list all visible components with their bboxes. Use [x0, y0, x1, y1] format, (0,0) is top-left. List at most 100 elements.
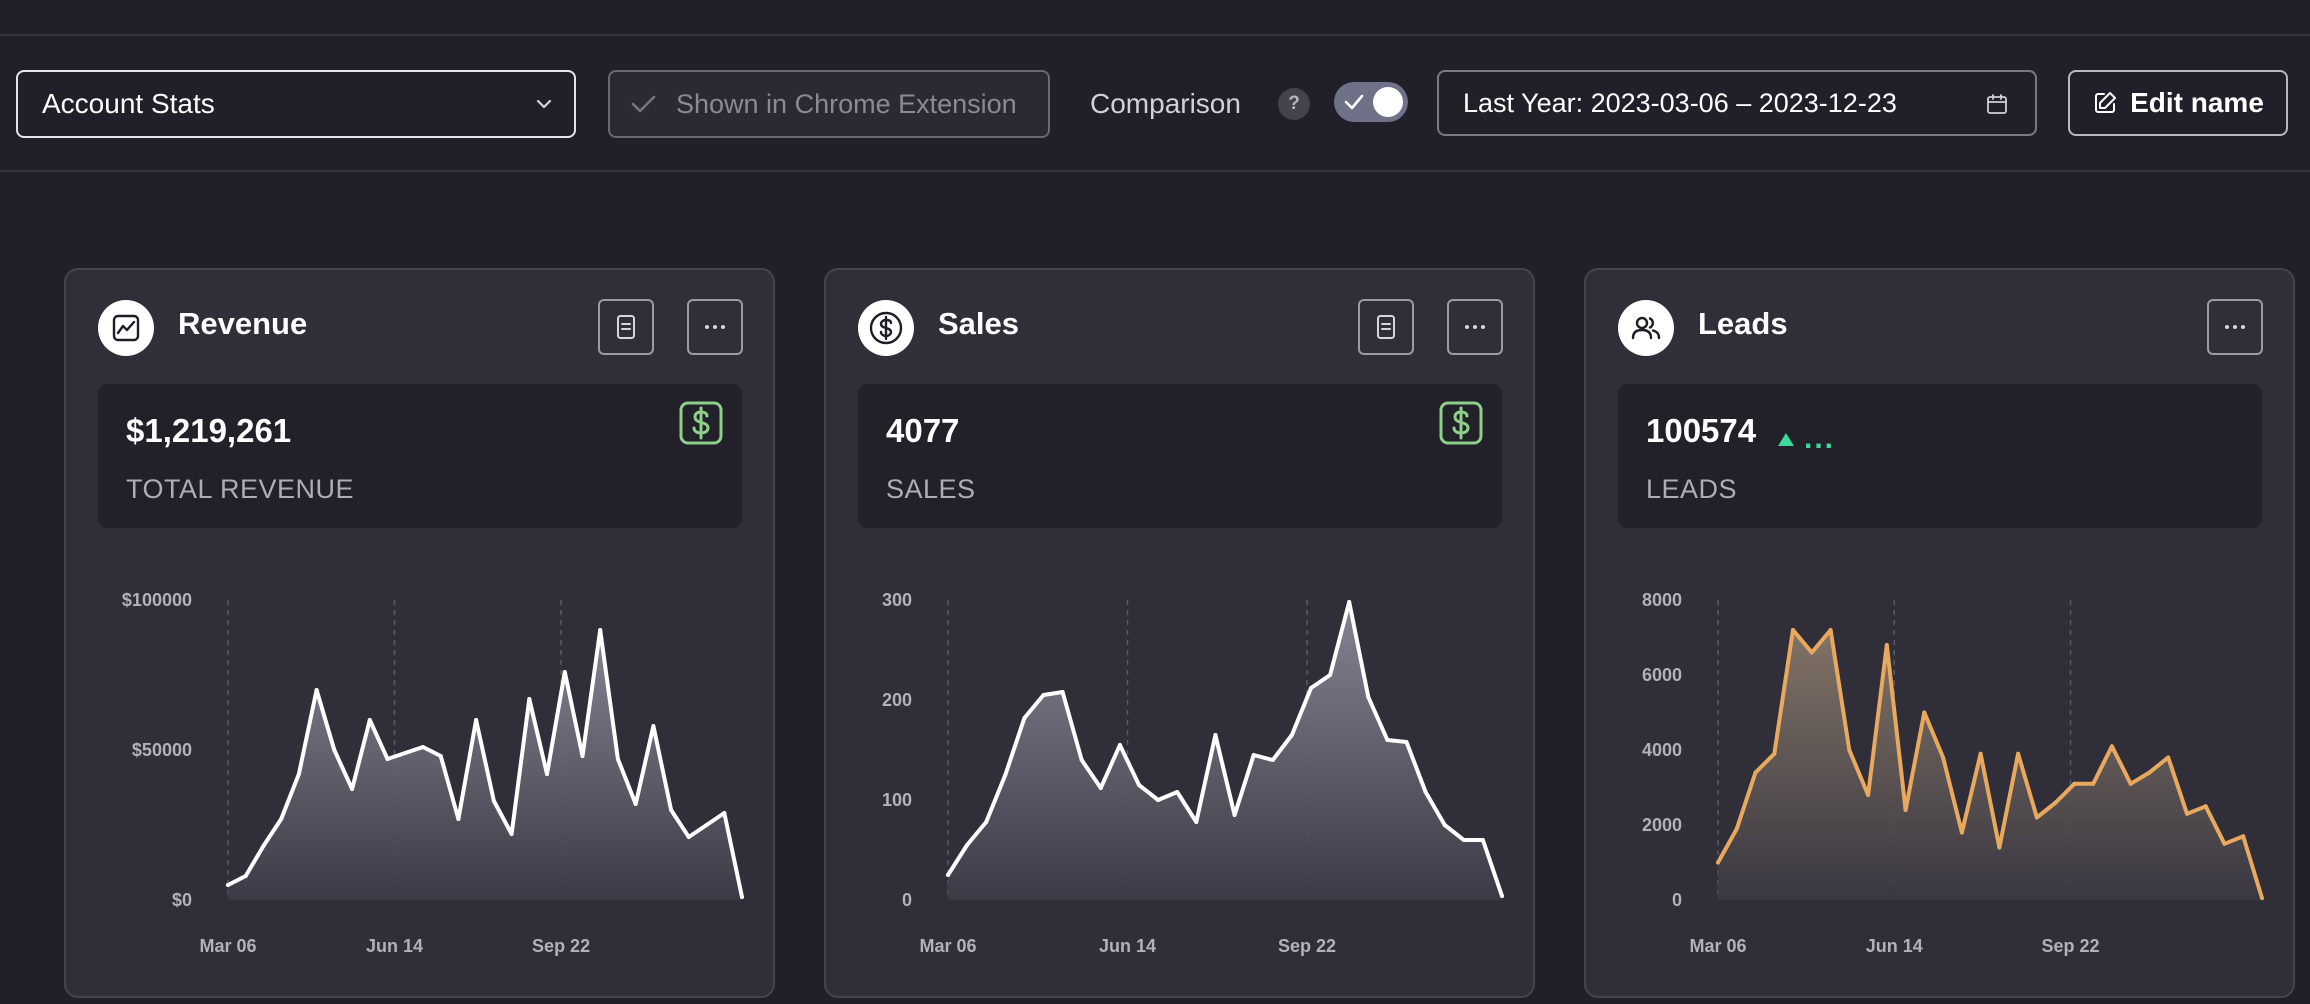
data-point: [261, 844, 266, 848]
data-point: [633, 802, 638, 806]
card-title: Revenue: [178, 306, 308, 341]
y-tick-label: $100000: [122, 590, 192, 610]
data-point: [722, 811, 727, 815]
help-icon[interactable]: ?: [1278, 88, 1310, 120]
notes-button[interactable]: [1358, 299, 1414, 355]
toggle-check-icon: [1344, 94, 1364, 110]
data-point: [2053, 800, 2058, 805]
data-point: [1098, 786, 1103, 790]
stat-box: $1,219,261 TOTAL REVENUE: [98, 384, 742, 528]
x-tick-label: Mar 06: [199, 936, 256, 956]
card-title: Leads: [1698, 306, 1788, 341]
data-point: [1404, 740, 1409, 744]
data-point: [1941, 755, 1946, 760]
data-point: [1022, 716, 1027, 720]
data-point: [562, 670, 567, 674]
chrome-extension-button[interactable]: Shown in Chrome Extension: [608, 70, 1050, 138]
data-point: [740, 895, 744, 899]
calendar-icon: [1987, 94, 2007, 114]
x-tick-label: Sep 22: [2041, 936, 2099, 956]
data-point: [686, 835, 691, 839]
data-point: [1328, 673, 1333, 677]
data-point: [332, 748, 337, 752]
data-point: [226, 883, 230, 887]
top-header-strip: [0, 0, 2310, 36]
more-horizontal-icon: [705, 325, 725, 329]
edit-icon: [2095, 92, 2117, 113]
data-point: [2184, 811, 2189, 816]
dashboard-toolbar: Account Stats Shown in Chrome Extension …: [0, 36, 2310, 172]
y-tick-label: 8000: [1642, 590, 1682, 610]
data-point: [2203, 804, 2208, 809]
more-options-button[interactable]: [687, 299, 743, 355]
stat-value: $1,219,261: [126, 412, 292, 449]
stat-value: 100574: [1646, 412, 1757, 449]
revenue-chart: Mar 06 Jun 14 Sep 22 $100000 $50000 $0: [122, 590, 744, 956]
x-tick-label: Mar 06: [919, 936, 976, 956]
comparison-toggle[interactable]: [1334, 82, 1408, 122]
data-point: [1884, 643, 1889, 647]
data-point: [1716, 860, 1720, 865]
y-tick-label: 100: [882, 790, 912, 810]
chart-trend-icon: [98, 300, 154, 356]
data-point: [1308, 686, 1313, 690]
data-point: [1251, 753, 1256, 757]
more-options-button[interactable]: [2207, 299, 2263, 355]
dashboard-select[interactable]: Account Stats: [16, 70, 576, 138]
data-point: [279, 817, 284, 821]
data-point: [1903, 808, 1908, 812]
data-point: [2034, 815, 2039, 820]
data-point: [243, 874, 248, 878]
date-range-picker[interactable]: Last Year: 2023-03-06 – 2023-12-23: [1437, 70, 2037, 136]
edit-name-label: Edit name: [2130, 87, 2264, 118]
data-point: [1791, 628, 1796, 632]
data-point: [1117, 743, 1122, 747]
series-area: [948, 602, 1502, 900]
data-point: [1289, 733, 1294, 737]
chrome-extension-label: Shown in Chrome Extension: [676, 88, 1017, 119]
data-point: [651, 724, 656, 728]
data-point: [1809, 650, 1814, 655]
notes-button[interactable]: [598, 299, 654, 355]
more-options-button[interactable]: [1447, 299, 1503, 355]
data-point: [350, 787, 355, 791]
data-point: [1060, 690, 1065, 694]
data-point: [984, 820, 989, 824]
stat-box: 4077 SALES: [858, 384, 1502, 528]
series-area: [1718, 630, 2262, 900]
data-point: [1500, 894, 1504, 898]
data-point: [420, 745, 425, 749]
revenue-card: Revenue $1,219,261 TOTAL REVENUE Mar 06 J…: [64, 268, 775, 998]
data-point: [1734, 826, 1739, 831]
y-tick-label: 2000: [1642, 815, 1682, 835]
edit-name-button[interactable]: Edit name: [2068, 70, 2288, 136]
data-point: [1997, 845, 2002, 850]
y-tick-label: 0: [1672, 890, 1682, 910]
data-point: [2016, 751, 2021, 756]
data-point: [1232, 813, 1237, 817]
y-tick-label: 300: [882, 590, 912, 610]
y-tick-label: 200: [882, 690, 912, 710]
data-point: [946, 873, 950, 877]
data-point: [314, 688, 319, 692]
y-tick-label: $50000: [132, 740, 192, 760]
data-point: [704, 823, 709, 827]
y-tick-label: 4000: [1642, 740, 1682, 760]
comparison-label: Comparison: [1090, 88, 1241, 119]
x-tick-label: Mar 06: [1689, 936, 1746, 956]
data-point: [2091, 781, 2096, 786]
trend-indicator: ...: [1778, 424, 1835, 454]
data-point: [580, 754, 585, 758]
data-point: [1753, 770, 1758, 775]
series-line: [946, 600, 1504, 898]
data-point: [2128, 781, 2133, 786]
stat-box: 100574 ... LEADS: [1618, 384, 2262, 528]
data-point: [1385, 738, 1390, 742]
data-point: [2109, 744, 2114, 749]
x-tick-label: Jun 14: [1866, 936, 1923, 956]
y-tick-label: $0: [172, 890, 192, 910]
dollar-circle-icon: [858, 300, 914, 356]
data-point: [527, 697, 532, 701]
data-point: [598, 628, 603, 632]
data-point: [509, 832, 514, 836]
